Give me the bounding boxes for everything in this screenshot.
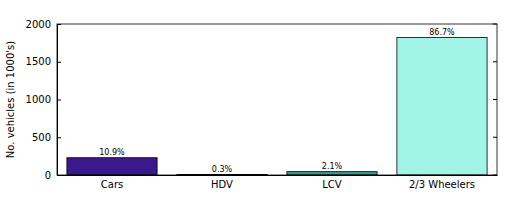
y-tick-mark bbox=[493, 24, 497, 25]
y-tick: 1500 bbox=[26, 56, 61, 67]
y-axis: 0 500 1000 1500 2000 bbox=[26, 19, 61, 181]
plot: 0 500 1000 1500 2000 Cars HDV LCV 2/3 Wheelers 10… bbox=[26, 19, 498, 190]
y-tick-mark bbox=[493, 99, 497, 100]
y-tick-label: 1500 bbox=[26, 56, 51, 67]
bar bbox=[67, 158, 157, 175]
bars bbox=[67, 38, 487, 175]
y-tick-mark bbox=[493, 61, 497, 62]
annotation: 10.9% bbox=[99, 148, 125, 157]
x-tick-label: HDV bbox=[211, 179, 233, 190]
y-tick: 2000 bbox=[26, 19, 61, 30]
y-tick-mark bbox=[57, 100, 61, 101]
annotation: 2.1% bbox=[322, 162, 343, 171]
x-tick: 2/3 Wheelers bbox=[409, 175, 475, 190]
x-tick-label: 2/3 Wheelers bbox=[409, 179, 475, 190]
annotations: 10.9% 0.3% 2.1% 86.7% bbox=[99, 28, 455, 174]
y-tick-label: 500 bbox=[32, 132, 51, 143]
x-tick-label: Cars bbox=[101, 179, 123, 190]
y-tick-label: 0 bbox=[45, 170, 51, 181]
y-tick-mark bbox=[57, 24, 61, 25]
y-axis-title: No. vehicles (in 1000's) bbox=[5, 41, 16, 158]
x-tick: LCV bbox=[322, 175, 342, 190]
y-tick-label: 1000 bbox=[26, 94, 51, 105]
y-tick-mark bbox=[493, 137, 497, 138]
plot-frame bbox=[57, 24, 497, 175]
annotation: 0.3% bbox=[212, 165, 233, 174]
x-axis-line bbox=[58, 175, 498, 176]
y-tick-mark bbox=[57, 62, 61, 63]
x-tick-label: LCV bbox=[322, 179, 342, 190]
chart: 0 500 1000 1500 2000 Cars HDV LCV 2/3 Wheelers 10… bbox=[0, 0, 505, 199]
y-axis-right bbox=[493, 24, 497, 175]
x-tick: Cars bbox=[101, 175, 123, 190]
bar bbox=[287, 172, 377, 175]
x-tick: HDV bbox=[211, 175, 233, 190]
bar bbox=[397, 38, 487, 175]
x-axis: Cars HDV LCV 2/3 Wheelers bbox=[58, 175, 498, 190]
y-tick: 500 bbox=[32, 132, 61, 143]
y-tick-mark bbox=[57, 137, 61, 138]
y-tick-label: 2000 bbox=[26, 19, 51, 30]
y-tick: 1000 bbox=[26, 94, 61, 105]
annotation: 86.7% bbox=[429, 28, 455, 37]
